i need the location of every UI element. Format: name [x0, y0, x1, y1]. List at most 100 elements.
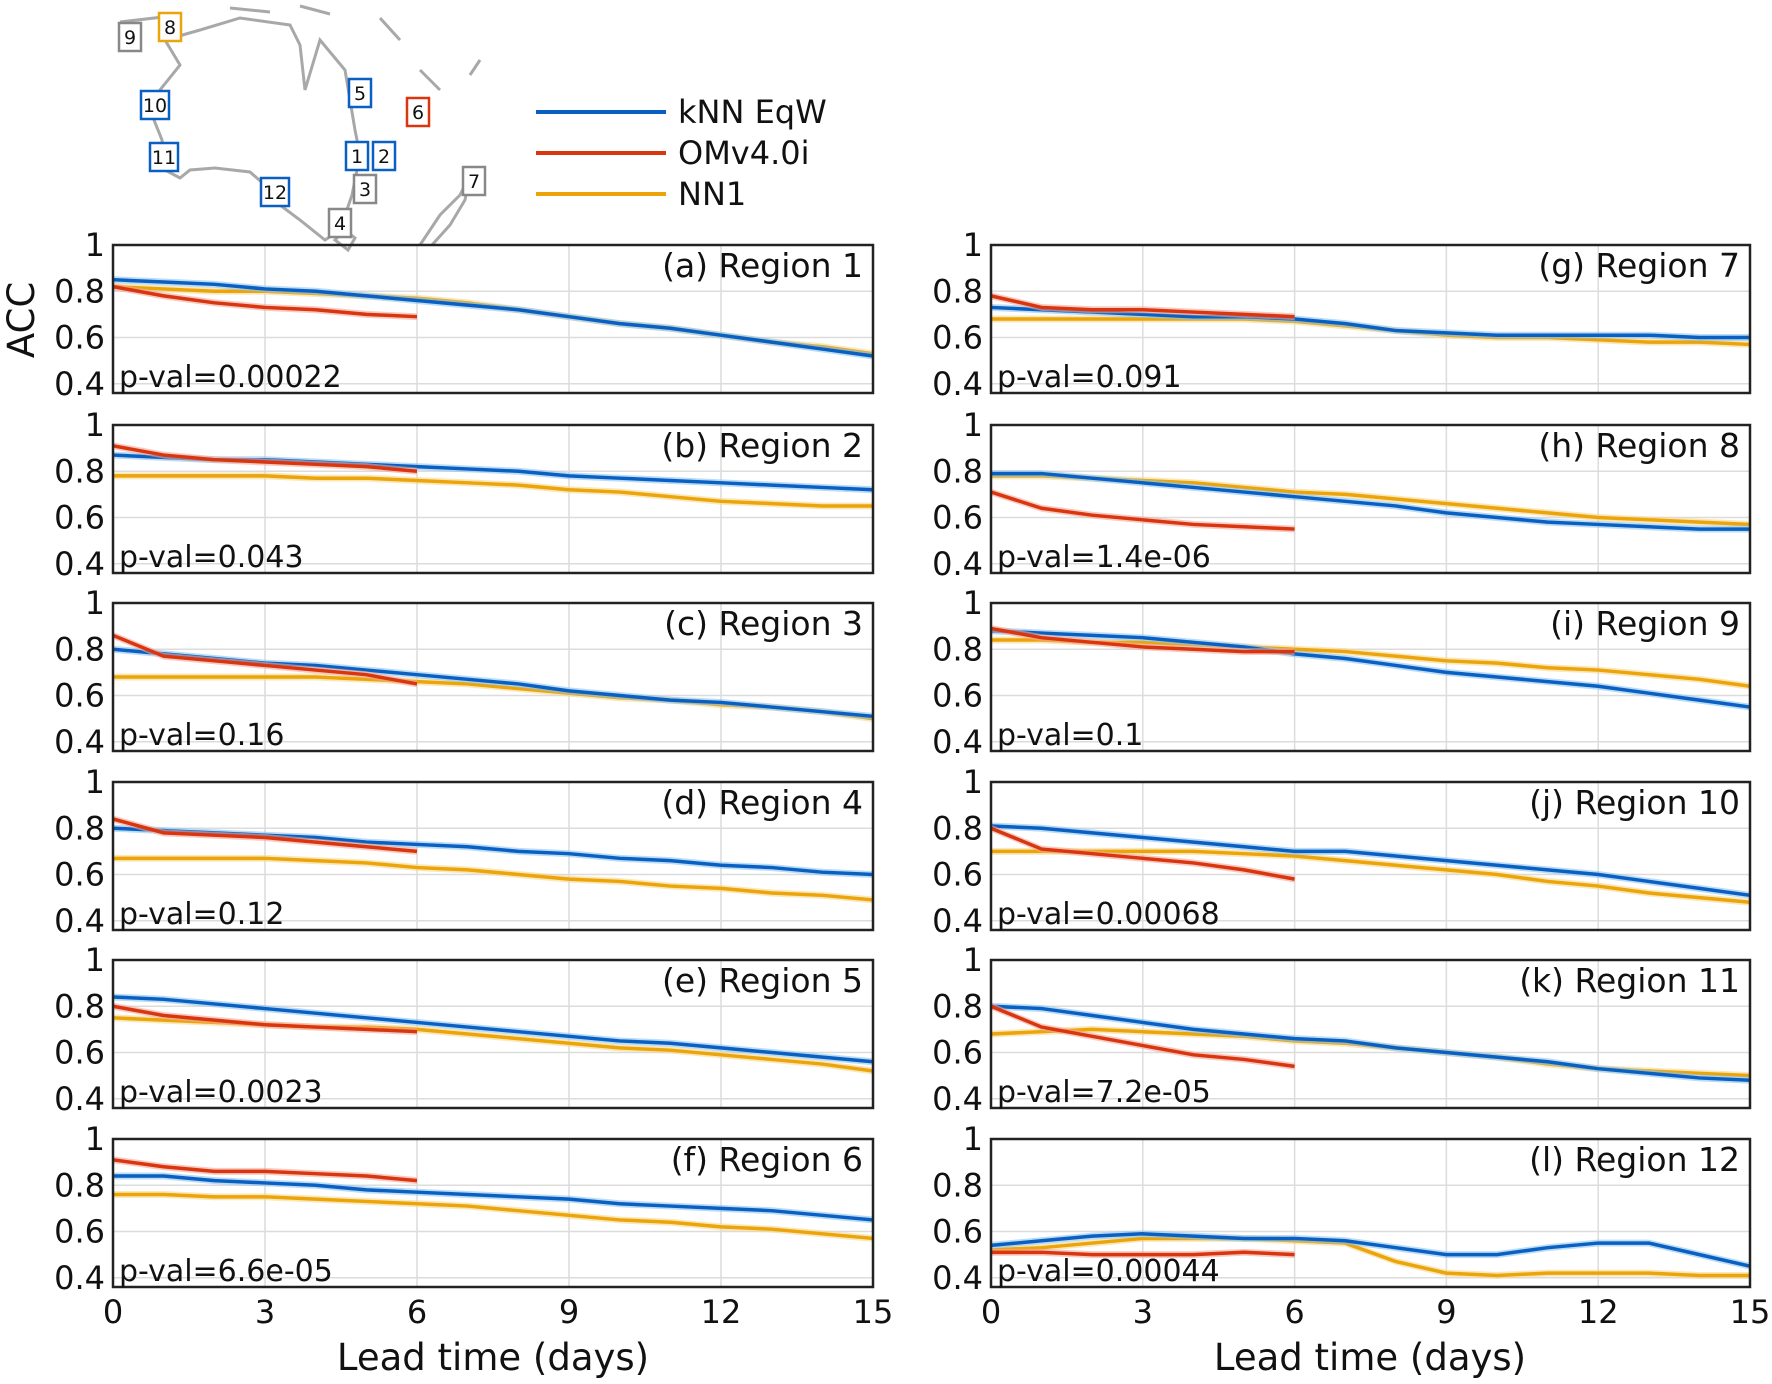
- series-line-knn: [112, 277, 874, 358]
- series-line-om: [990, 490, 1295, 531]
- y-tick-label: 1: [963, 226, 983, 264]
- series-line-om: [990, 1004, 1295, 1069]
- confidence-band-nn1: [113, 283, 873, 358]
- x-tick-label: 9: [559, 1293, 579, 1331]
- y-tick-label: 0.4: [54, 1259, 105, 1297]
- series-line-knn: [112, 995, 874, 1064]
- y-tick-label: 0.6: [54, 1213, 105, 1251]
- y-tick-label: 0.8: [932, 630, 983, 668]
- p-value-label: p-val=0.091: [997, 360, 1182, 395]
- region-label-3: 3: [359, 179, 371, 201]
- panel-title: (b) Region 2: [661, 426, 863, 465]
- region-box-12: [259, 176, 291, 208]
- series-line-knn: [990, 1232, 1751, 1268]
- y-tick-label: 0.6: [932, 499, 983, 537]
- series-line-om: [112, 444, 418, 473]
- y-tick-label: 0.8: [932, 987, 983, 1025]
- y-tick-label: 0.6: [54, 856, 105, 894]
- panel-title: (i) Region 9: [1550, 604, 1740, 643]
- series-line-om: [990, 626, 1295, 654]
- series-line-om: [112, 1004, 418, 1034]
- region-label-2: 2: [378, 146, 390, 168]
- series-line-knn: [990, 629, 1751, 709]
- panel-region-9: 0.4 0.6 0.8 1 (i) Region 9 p-val=0.1: [932, 584, 1752, 761]
- panel-title: (e) Region 5: [662, 961, 863, 1000]
- series-line-om: [990, 826, 1295, 881]
- x-tick-label: 0: [103, 1293, 123, 1331]
- y-tick-label: 0.4: [932, 1259, 983, 1297]
- y-tick-label: 0.6: [932, 319, 983, 357]
- y-tick-label: 1: [963, 584, 983, 622]
- panel-title: (a) Region 1: [662, 246, 863, 285]
- x-tick-label: 12: [1578, 1293, 1619, 1331]
- p-value-label: p-val=0.043: [119, 540, 304, 575]
- x-tick-label: 15: [1730, 1293, 1771, 1331]
- region-label-8: 8: [164, 17, 176, 39]
- y-tick-label: 0.4: [54, 365, 105, 403]
- y-tick-label: 0.6: [932, 856, 983, 894]
- region-box-11: [148, 141, 180, 173]
- y-tick-label: 0.6: [932, 677, 983, 715]
- region-box-8: [157, 11, 183, 43]
- y-tick-label: 0.4: [932, 902, 983, 940]
- panel-title: (k) Region 11: [1519, 961, 1740, 1000]
- region-label-1: 1: [351, 146, 363, 168]
- x-tick-label: 15: [853, 1293, 894, 1331]
- x-axis-label-left: Lead time (days): [337, 1336, 649, 1379]
- region-label-9: 9: [124, 27, 136, 49]
- series-line-om: [990, 294, 1295, 319]
- p-value-label: p-val=1.4e-06: [997, 540, 1211, 575]
- axes-frame: [111, 423, 875, 575]
- panel-region-3: 0.4 0.6 0.8 1 (c) Region 3 p-val=0.16: [54, 584, 875, 761]
- series-line-nn1: [113, 1192, 874, 1241]
- confidence-band-om: [991, 624, 1295, 656]
- p-value-label: p-val=7.2e-05: [997, 1075, 1211, 1110]
- islands-coastline: [119, 4, 482, 92]
- y-tick-label: 0.8: [54, 630, 105, 668]
- y-tick-label: 1: [85, 1120, 105, 1158]
- panel-region-10: 0.4 0.6 0.8 1 (j) Region 10 p-val=0.00068: [932, 763, 1752, 940]
- panel-region-1: 0.4 0.6 0.8 1 (a) Region 1 p-val=0.00022: [54, 226, 875, 403]
- region-box-10: [139, 89, 171, 121]
- region-box-6: [405, 96, 431, 128]
- y-tick-label: 0.8: [932, 452, 983, 490]
- y-tick-label: 0.4: [932, 365, 983, 403]
- p-value-label: p-val=0.16: [119, 718, 284, 753]
- x-tick-label: 3: [255, 1293, 275, 1331]
- p-value-label: p-val=0.12: [119, 897, 284, 932]
- australia-coastline: [150, 16, 362, 242]
- y-tick-label: 0.6: [54, 499, 105, 537]
- region-box-1: [344, 140, 370, 172]
- axes-frame: [111, 601, 875, 753]
- p-value-label: p-val=0.1: [997, 718, 1143, 753]
- axes-frame: [111, 1137, 875, 1289]
- series-line-om: [112, 633, 418, 686]
- panel-region-7: 0.4 0.6 0.8 1 (g) Region 7 p-val=0.091: [932, 226, 1752, 403]
- region-box-3: [352, 173, 378, 205]
- panel-title: (j) Region 10: [1529, 783, 1740, 822]
- y-tick-label: 0.6: [932, 1034, 983, 1072]
- x-tick-label: 3: [1133, 1293, 1153, 1331]
- y-tick-label: 0.4: [932, 723, 983, 761]
- y-tick-label: 0.8: [54, 987, 105, 1025]
- series-line-knn: [990, 824, 1751, 898]
- region-label-7: 7: [468, 171, 480, 193]
- y-tick-label: 0.4: [932, 545, 983, 583]
- panel-title: (d) Region 4: [661, 783, 863, 822]
- y-tick-label: 0.6: [54, 677, 105, 715]
- legend-label-nn1: NN1: [678, 175, 746, 213]
- axes-frame: [111, 243, 875, 395]
- y-tick-label: 1: [85, 226, 105, 264]
- y-tick-label: 0.4: [54, 723, 105, 761]
- p-value-label: p-val=0.0023: [119, 1075, 323, 1110]
- y-tick-label: 0.8: [54, 809, 105, 847]
- series-line-om: [112, 284, 418, 319]
- panels: 0.40.60.81(a) Region 1p-val=0.000220.40.…: [54, 226, 1770, 1331]
- x-tick-label: 6: [407, 1293, 427, 1331]
- y-tick-label: 1: [963, 1120, 983, 1158]
- series-line-om: [112, 1158, 418, 1183]
- series-line-knn: [990, 1004, 1751, 1082]
- panel-region-8: 0.4 0.6 0.8 1 (h) Region 8 p-val=1.4e-06: [932, 406, 1752, 583]
